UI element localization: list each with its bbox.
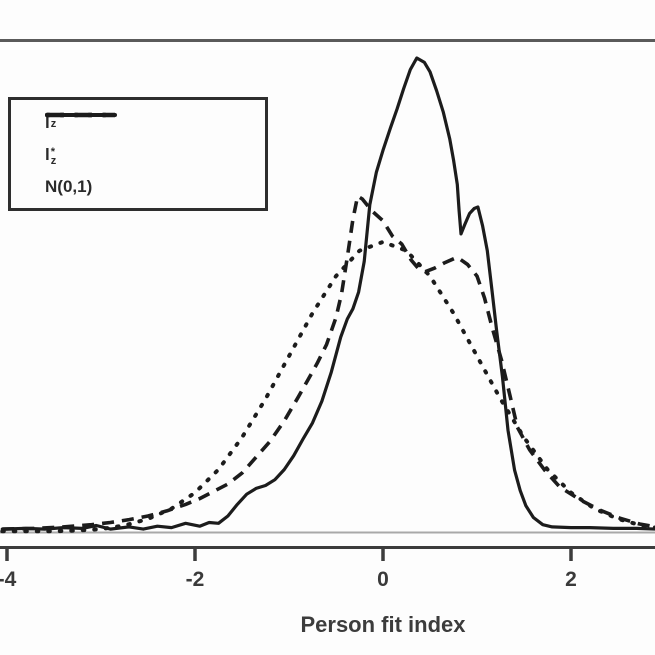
curve-lz-star [2,194,655,531]
legend-label-lz-star-sup: * [50,145,56,158]
x-tick-label-neg2: -2 [185,568,205,591]
legend-line-sample-dotted [45,112,117,118]
curves [0,56,655,534]
curve-lz [0,56,655,531]
legend-label-lz-star-base: l [45,144,50,164]
x-tick-label-0: 0 [377,568,389,591]
legend-label-lz-base: l [45,112,50,132]
legend-label-lz-script: z [50,118,57,131]
legend-label-n01-base: N(0,1) [45,176,93,196]
x-axis-label: Person fit index [300,612,466,637]
legend-row-lz-star: l * z [11,112,265,169]
legend-row-n01: N(0,1) [11,112,265,201]
legend-label-lz-sub: z [50,118,57,131]
x-axis-ticks [5,547,573,561]
curve-N(0,1) [0,239,655,534]
legend-label-lz-star-sub: z [50,155,57,167]
legend: l z l * z N(0 [8,97,268,211]
legend-label-lz: l z [45,114,56,131]
x-tick-label-2: 2 [565,568,577,591]
legend-label-lz-star: l * z [45,144,57,167]
legend-label-n01: N(0,1) [45,178,92,195]
x-tick-label-neg4: -4 [0,568,17,591]
legend-label-lz-star-script: * z [50,145,57,167]
